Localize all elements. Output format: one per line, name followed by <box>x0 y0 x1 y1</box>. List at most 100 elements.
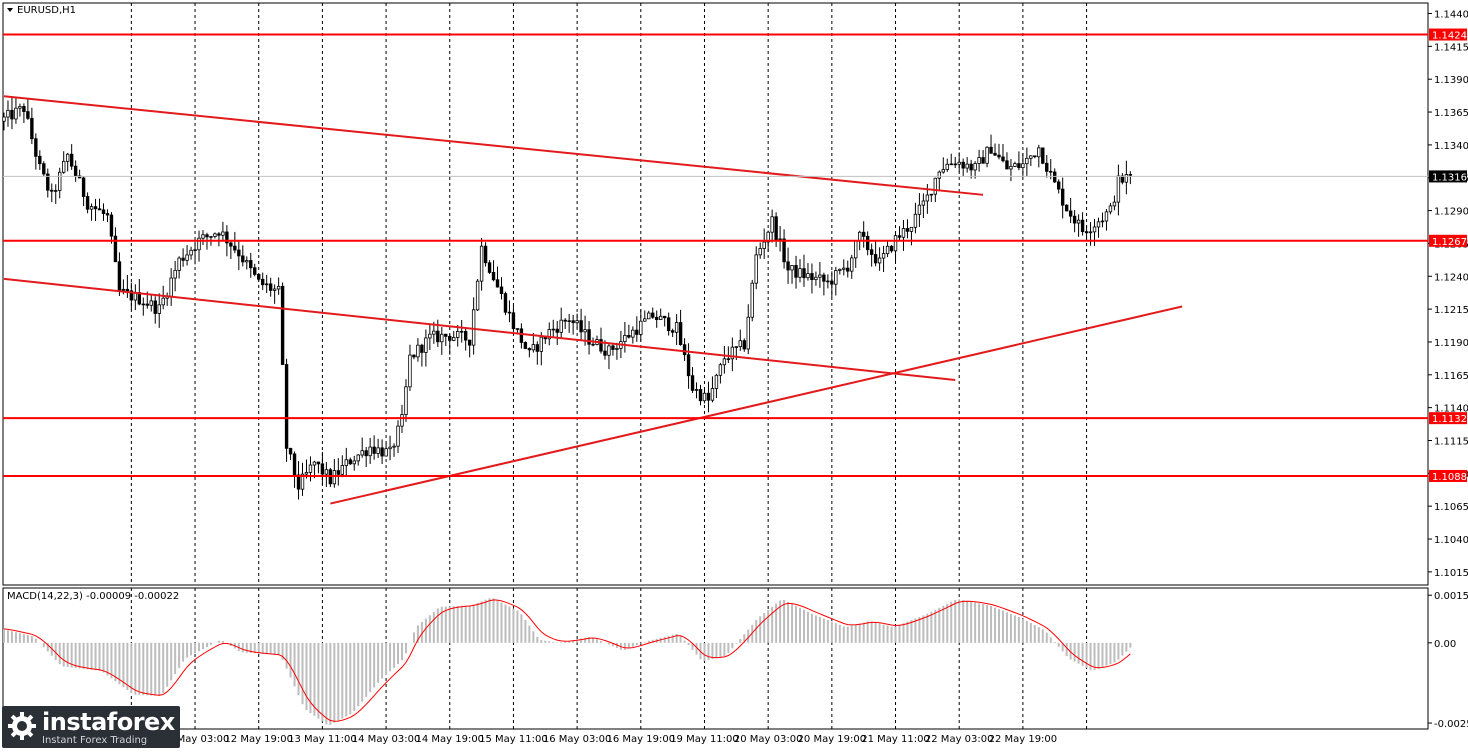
candle-body <box>304 472 309 475</box>
candle-body <box>531 344 536 351</box>
candle-body <box>149 300 153 306</box>
candle-body <box>1029 155 1033 159</box>
candle-body <box>635 329 639 335</box>
candle-body <box>762 241 766 249</box>
candle-body <box>324 469 329 475</box>
candle-body <box>794 265 798 278</box>
candle-body <box>913 213 918 228</box>
candle-body <box>10 109 14 120</box>
candle-body <box>989 146 993 154</box>
x-tick-label: 16 May 19:00 <box>607 734 676 745</box>
x-tick-label: 12 May 03:00 <box>161 734 230 745</box>
candle-body <box>1092 226 1097 233</box>
candle-body <box>50 189 54 192</box>
candle-body <box>129 290 134 301</box>
candle-body <box>750 282 754 318</box>
candle-body <box>909 226 914 232</box>
candle-body <box>539 336 543 352</box>
candle-body <box>1084 231 1089 234</box>
candle-body <box>1076 219 1081 224</box>
candle-body <box>197 237 201 251</box>
candle-body <box>117 261 122 291</box>
candle-body <box>651 312 655 318</box>
candle-body <box>877 257 882 264</box>
current-price-label: 1.1316 <box>1432 172 1467 183</box>
candle-body <box>380 447 384 457</box>
trend-line <box>330 305 1183 505</box>
level-price-tag <box>1429 469 1467 482</box>
candle-body <box>579 320 583 333</box>
candle-body <box>754 254 758 284</box>
candle-body <box>655 316 659 320</box>
candle-body <box>571 320 575 324</box>
candle-body <box>65 153 70 162</box>
candle-body <box>58 171 62 191</box>
candle-body <box>674 322 679 333</box>
candle-body <box>858 231 862 242</box>
candle-body <box>1124 174 1129 183</box>
candle-body <box>1013 163 1017 167</box>
candle-body <box>953 163 957 166</box>
y-tick-label: 1.1390 <box>1434 75 1468 86</box>
x-tick-label: 19 May 11:00 <box>670 734 739 745</box>
candle-body <box>209 236 213 238</box>
candle-body <box>782 238 786 263</box>
chart-title: EURUSD,H1 <box>17 5 76 16</box>
y-tick-label: 1.1015 <box>1434 568 1468 579</box>
candle-body <box>901 228 906 238</box>
candle-body <box>869 249 874 255</box>
candle-body <box>268 283 273 291</box>
candle-body <box>400 414 404 427</box>
candle-body <box>73 165 78 177</box>
y-tick-label: 1.1040 <box>1434 535 1468 546</box>
candle-body <box>69 153 74 167</box>
candle-body <box>452 337 456 341</box>
candle-body <box>583 329 587 333</box>
candle-body <box>436 330 440 343</box>
candle-body <box>101 209 106 214</box>
candle-body <box>758 248 762 256</box>
candle-body <box>34 138 38 157</box>
candle-body <box>312 461 317 466</box>
candle-body <box>1045 162 1049 172</box>
candle-body <box>6 109 10 118</box>
candle-body <box>670 330 675 333</box>
candle-body <box>54 190 58 192</box>
candle-body <box>623 335 627 343</box>
x-tick-label: 15 May 11:00 <box>479 734 548 745</box>
candle-body <box>448 335 452 341</box>
candle-body <box>153 300 157 314</box>
candle-body <box>830 280 834 285</box>
candle-body <box>889 245 894 252</box>
candle-body <box>1100 220 1105 223</box>
candle-body <box>973 163 977 171</box>
candle-body <box>296 474 301 490</box>
candle-body <box>201 234 205 239</box>
candle-body <box>384 448 388 457</box>
candle-body <box>300 473 305 490</box>
y-tick-label: 1.1215 <box>1434 305 1468 316</box>
candle-body <box>221 231 225 236</box>
y-tick-label: 1.1240 <box>1434 272 1468 283</box>
y-tick-label: 1.1415 <box>1434 42 1468 53</box>
candle-body <box>798 268 802 278</box>
candle-body <box>774 216 778 241</box>
level-price-label: 1.1088 <box>1432 472 1467 483</box>
candle-body <box>1049 170 1053 173</box>
candle-body <box>846 267 850 272</box>
candle-body <box>551 328 555 331</box>
y-tick-label: 1.1340 <box>1434 141 1468 152</box>
candle-body <box>89 206 94 210</box>
dropdown-arrow-icon[interactable] <box>7 8 13 12</box>
candle-body <box>766 231 770 243</box>
current-price-tag <box>1429 170 1467 183</box>
candle-body <box>292 453 297 476</box>
candle-body <box>1116 175 1121 203</box>
candle-body <box>320 463 325 475</box>
macd-y-tick-label: 0.00152 <box>1434 591 1468 602</box>
candle-body <box>806 273 810 279</box>
candle-body <box>897 235 902 238</box>
candle-body <box>738 340 742 348</box>
candle-body <box>893 235 898 252</box>
